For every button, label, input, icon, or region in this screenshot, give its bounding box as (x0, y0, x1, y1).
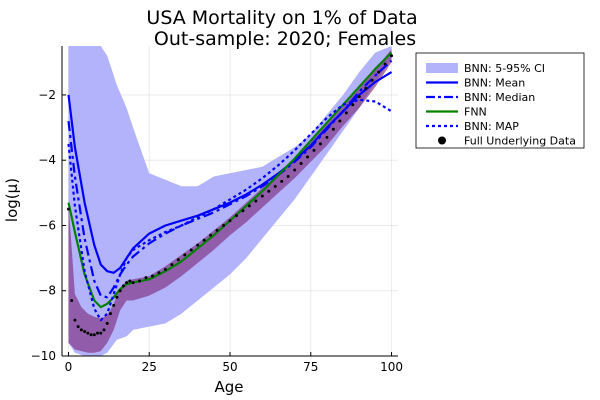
data-point (241, 209, 245, 213)
x-tick-label: 100 (380, 360, 403, 374)
y-tick-label: −2 (38, 88, 56, 102)
data-point (70, 299, 74, 303)
series-line-bnn-median (67, 59, 393, 299)
legend-label: BNN: MAP (464, 120, 519, 133)
data-point (108, 312, 112, 316)
data-point (325, 135, 329, 139)
data-point (86, 331, 90, 335)
data-point (357, 95, 361, 99)
legend-label: BNN: Median (464, 91, 535, 104)
legend-label: BNN: Mean (464, 77, 525, 90)
x-tick-label: 75 (303, 360, 318, 374)
data-point (105, 321, 109, 325)
data-point (89, 333, 93, 337)
data-point (338, 119, 342, 123)
data-point (280, 179, 284, 183)
legend-item: BNN: Median (426, 91, 535, 104)
data-point (247, 204, 251, 208)
legend-label: Full Underlying Data (464, 135, 576, 148)
y-tick-label: −8 (38, 284, 56, 298)
data-point (92, 333, 96, 337)
x-tick-label: 25 (142, 360, 157, 374)
plot-area (66, 46, 394, 356)
legend-label: BNN: 5-95% CI (464, 62, 545, 75)
legend-marker (438, 136, 446, 145)
data-point (138, 279, 142, 283)
data-point (163, 268, 167, 272)
data-point (183, 253, 187, 257)
data-point (299, 161, 303, 165)
axes: 0 25 50 75 100 −10 −8 −6 −4 −2 (31, 46, 403, 374)
data-point (121, 284, 125, 288)
chart-subtitle: Out-sample: 2020; Females (154, 28, 416, 50)
legend-label: FNN (464, 106, 487, 119)
legend-item: FNN (426, 106, 487, 119)
y-tick-label: −4 (38, 153, 56, 167)
data-point (144, 276, 148, 280)
chart-title: USA Mortality on 1% of Data (146, 7, 417, 29)
data-band (68, 49, 392, 353)
data-point (364, 86, 368, 90)
data-point (128, 279, 132, 283)
legend-item: Full Underlying Data (438, 135, 576, 148)
data-point (73, 318, 77, 322)
data-point (222, 223, 226, 227)
data-point (118, 289, 122, 293)
x-tick-label: 50 (222, 360, 237, 374)
y-axis-label: log(μ) (3, 178, 21, 222)
data-point (189, 248, 193, 252)
data-point (196, 243, 200, 247)
data-point (390, 54, 394, 58)
data-point (267, 189, 271, 193)
data-point (202, 238, 206, 242)
data-point (170, 263, 174, 267)
data-point (260, 194, 264, 198)
data-point (318, 142, 322, 146)
legend-swatch (426, 63, 458, 73)
data-point (215, 228, 219, 232)
data-point (112, 303, 116, 307)
data-point (254, 199, 258, 203)
data-point (131, 281, 135, 285)
data-point (209, 233, 213, 237)
data-point (76, 325, 80, 329)
x-axis-label: Age (214, 378, 243, 396)
data-point (331, 127, 335, 131)
data-point (228, 219, 232, 223)
data-point (96, 331, 100, 335)
data-point (99, 331, 103, 335)
data-point (115, 295, 119, 299)
series-line-fnn (67, 51, 393, 309)
data-point (377, 70, 381, 74)
legend-item: BNN: Mean (426, 77, 525, 90)
data-point (312, 148, 316, 152)
data-point (351, 103, 355, 107)
data-point (344, 111, 348, 115)
data-point (273, 184, 277, 188)
data-point (150, 274, 154, 278)
data-point (79, 328, 83, 332)
data-point (176, 258, 180, 262)
data-point (102, 328, 106, 332)
data-point (157, 271, 161, 275)
data-point (234, 214, 238, 218)
legend-item: BNN: MAP (426, 120, 519, 133)
data-point (286, 175, 290, 179)
data-point (370, 78, 374, 82)
data-point (293, 168, 297, 172)
x-tick-label: 0 (65, 360, 73, 374)
legend-item: BNN: 5-95% CI (426, 62, 545, 75)
y-tick-label: −10 (31, 349, 56, 363)
y-tick-label: −6 (38, 218, 56, 232)
data-point (306, 155, 310, 159)
series-line-bnn-map (67, 98, 393, 322)
data-point (83, 330, 87, 334)
data-point (383, 62, 387, 66)
data-point (66, 207, 70, 211)
data-point (125, 281, 129, 285)
